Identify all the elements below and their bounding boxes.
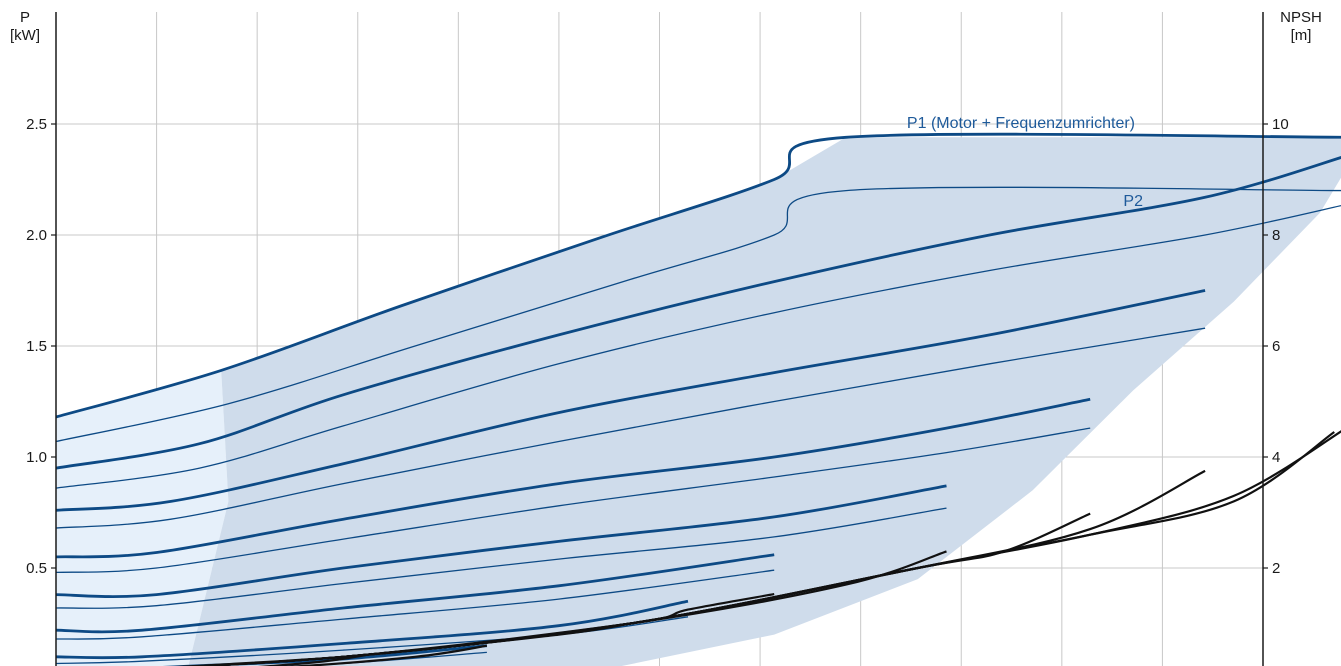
right-tick-label: 8 — [1272, 227, 1280, 244]
right-tick-label: 10 — [1272, 116, 1289, 133]
p2-curve-4 — [55, 427, 1091, 574]
p2-curve-8 — [283, 651, 487, 666]
left-axis-title-line2: [kW] — [10, 27, 40, 44]
p1-curve-6 — [55, 553, 775, 634]
npsh-curve-7 — [175, 622, 631, 666]
left-axis-title-line1: P — [20, 9, 30, 26]
p1-series-label: P1 (Motor + Frequenzumrichter) — [907, 115, 1135, 132]
right-tick-label: 4 — [1272, 449, 1280, 466]
left-tick-label: 0.5 — [26, 560, 47, 577]
left-tick-label: 1.5 — [26, 338, 47, 355]
npsh-curve-6 — [183, 593, 775, 666]
axes — [51, 12, 1268, 666]
p1-curve-7 — [55, 599, 689, 660]
p2-curve-1 — [55, 186, 1341, 443]
p1-curve-1 — [55, 132, 1341, 419]
p1-curve-2 — [55, 155, 1341, 470]
p1-curves — [55, 132, 1341, 666]
left-tick-label: 2.5 — [26, 116, 47, 133]
p2-curve-6 — [55, 569, 775, 640]
p1-curve-5 — [55, 484, 947, 598]
operating-region — [188, 137, 1341, 666]
npsh-curve-9 — [256, 652, 373, 666]
operating-regions — [56, 137, 1341, 666]
p2-curve-2 — [55, 204, 1341, 489]
p2-series-label: P2 — [1123, 193, 1143, 210]
p2-curve-5 — [55, 507, 947, 609]
p1-curve-4 — [55, 397, 1091, 559]
left-tick-label: 2.0 — [26, 227, 47, 244]
right-tick-label: 2 — [1272, 560, 1280, 577]
npsh-curve-8 — [285, 644, 488, 666]
npsh-curves — [175, 430, 1341, 666]
right-axis-title-line2: [m] — [1291, 27, 1312, 44]
right-tick-label: 6 — [1272, 338, 1280, 355]
tick-labels: 0.5 1.0 1.5 2.0 2.5 2 4 6 8 10 — [26, 116, 1289, 577]
left-tick-label: 1.0 — [26, 449, 47, 466]
right-axis-title-line1: NPSH — [1280, 9, 1322, 26]
p2-curve-3 — [55, 327, 1206, 529]
p1-curve-3 — [55, 289, 1206, 512]
